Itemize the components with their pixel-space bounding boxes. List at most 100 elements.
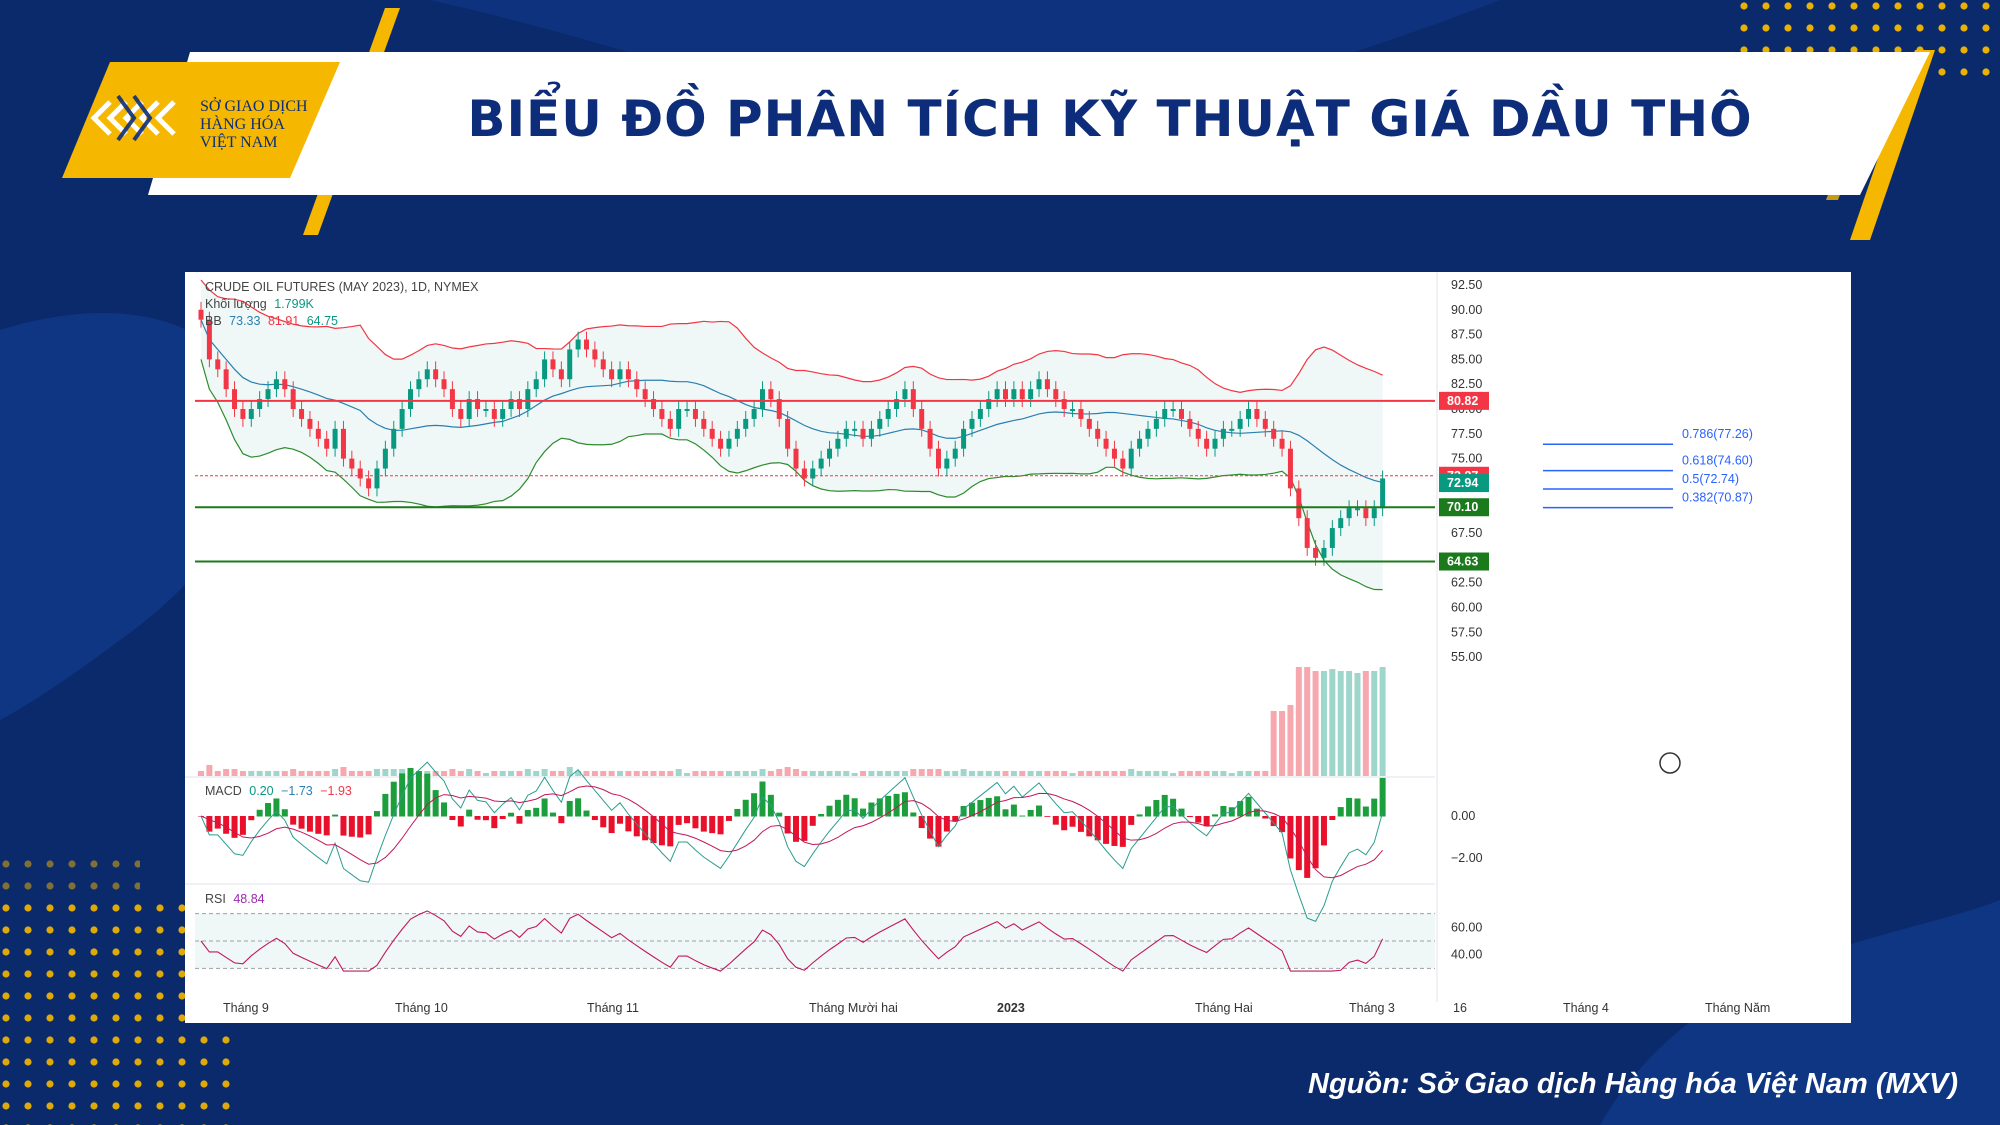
- macd-histogram-bar: [658, 816, 665, 846]
- volume-bar: [725, 771, 732, 776]
- macd-histogram-bar: [1379, 777, 1386, 817]
- macd-histogram-bar: [1186, 816, 1193, 818]
- macd-histogram-bar: [1362, 806, 1369, 817]
- volume-bar: [1295, 667, 1302, 776]
- candle-body: [550, 359, 556, 370]
- volume-bar: [1153, 771, 1160, 776]
- volume-bar: [541, 769, 548, 776]
- clock-icon: [1659, 752, 1681, 774]
- macd-histogram-bar: [583, 810, 590, 817]
- volume-bar: [1069, 773, 1076, 776]
- volume-bar: [499, 771, 506, 776]
- volume-bar: [382, 769, 389, 776]
- candle-body: [232, 389, 238, 409]
- price-axis-tick: 75.00: [1451, 452, 1482, 466]
- volume-bar: [1312, 671, 1319, 776]
- macd-histogram-bar: [516, 816, 523, 824]
- volume-bar: [608, 771, 615, 776]
- macd-histogram-bar: [1253, 808, 1260, 817]
- volume-bar: [432, 771, 439, 776]
- bb-fill: [201, 280, 1383, 590]
- candle-body: [1053, 389, 1059, 400]
- chart-header-bb: BB 73.33 81.91 64.75: [205, 314, 338, 328]
- candle-body: [692, 409, 698, 419]
- volume-bar: [667, 771, 674, 776]
- volume-bar: [1287, 705, 1294, 776]
- candle-body: [634, 379, 640, 390]
- volume-bar: [927, 769, 934, 776]
- volume-bar: [591, 771, 598, 776]
- macd-histogram-bar: [239, 816, 246, 835]
- macd-histogram-bar: [206, 816, 213, 832]
- volume-bar: [424, 771, 431, 776]
- macd-histogram-bar: [1237, 801, 1244, 817]
- macd-histogram-bar: [508, 812, 515, 817]
- macd-histogram-bar: [1170, 798, 1177, 817]
- candle-body: [583, 339, 589, 350]
- volume-bar: [709, 771, 716, 776]
- volume-bar: [1019, 771, 1026, 776]
- fib-label: 0.382(70.87): [1682, 491, 1753, 505]
- candle-body: [248, 409, 254, 419]
- volume-bar: [1329, 669, 1336, 776]
- macd-histogram-bar: [482, 816, 489, 821]
- volume-bar: [390, 769, 397, 776]
- candle-body: [1078, 409, 1084, 419]
- macd-histogram-bar: [1119, 816, 1126, 847]
- macd-histogram-bar: [466, 809, 473, 817]
- volume-bar: [399, 769, 406, 776]
- volume-bar: [348, 771, 355, 776]
- volume-bar: [323, 771, 330, 776]
- volume-bar: [1195, 771, 1202, 776]
- volume-bar: [1228, 773, 1235, 776]
- volume-bar: [1144, 771, 1151, 776]
- x-axis-tick: 16: [1453, 1001, 1467, 1015]
- candle-body: [827, 448, 833, 459]
- macd-histogram-bar: [1346, 797, 1353, 817]
- candle-body: [1044, 379, 1050, 390]
- volume-bar: [759, 769, 766, 776]
- volume-bar: [1103, 771, 1110, 776]
- candle-body: [265, 389, 271, 400]
- candle-body: [441, 379, 447, 390]
- candle-body: [1254, 409, 1260, 419]
- candle-body: [759, 389, 765, 409]
- logo-mark-icon: [90, 94, 176, 142]
- macd-histogram-bar: [457, 816, 464, 827]
- volume-bar: [1094, 771, 1101, 776]
- macd-histogram-bar: [801, 816, 808, 841]
- price-axis-tick: 85.00: [1451, 352, 1482, 366]
- candle-body: [743, 418, 749, 429]
- macd-histogram-bar: [918, 816, 925, 829]
- macd-histogram-bar: [994, 796, 1001, 817]
- volume-bar: [994, 771, 1001, 776]
- candle-body: [810, 468, 816, 479]
- macd-histogram-bar: [742, 799, 749, 817]
- candle-body: [299, 409, 305, 419]
- volume-bar: [516, 771, 523, 776]
- volume-bar: [206, 765, 213, 776]
- volume-bar: [600, 771, 607, 776]
- macd-histogram-bar: [1019, 815, 1026, 817]
- macd-histogram-bar: [642, 816, 649, 841]
- candle-body: [324, 438, 330, 449]
- macd-axis-tick: 0.00: [1451, 809, 1475, 823]
- candle-body: [1212, 438, 1218, 449]
- macd-signal-line: [200, 785, 1383, 879]
- macd-histogram-bar: [415, 771, 422, 817]
- volume-bar: [223, 769, 230, 776]
- price-axis-tick: 57.50: [1451, 625, 1482, 639]
- page-title: BIỂU ĐỒ PHÂN TÍCH KỸ THUẬT GIÁ DẦU THÔ: [467, 90, 1753, 148]
- volume-bar: [248, 771, 255, 776]
- volume-bar: [1362, 671, 1369, 776]
- macd-histogram-bar: [952, 816, 959, 821]
- macd-histogram-bar: [943, 816, 950, 832]
- volume-bar: [658, 771, 665, 776]
- candle-body: [340, 428, 346, 459]
- candle-body: [1195, 428, 1201, 439]
- macd-histogram-bar: [784, 816, 791, 834]
- candle-body: [315, 428, 321, 439]
- candle-body: [734, 428, 740, 439]
- macd-histogram-bar: [734, 808, 741, 817]
- volume-bar: [340, 767, 347, 776]
